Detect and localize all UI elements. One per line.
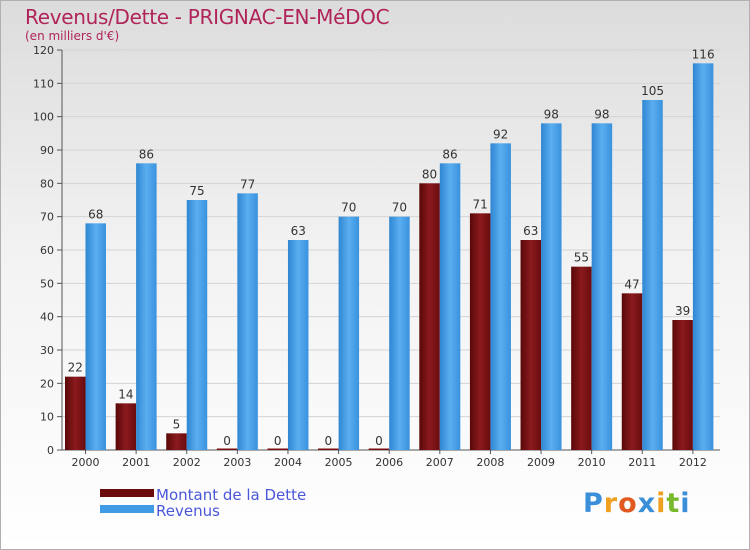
x-tick-label-2009: 2009 bbox=[527, 456, 555, 469]
data-label-revenus-2003: 77 bbox=[240, 177, 255, 191]
bar-dette-2008 bbox=[469, 213, 491, 450]
bar-revenus-2011 bbox=[642, 100, 663, 450]
logo-letter: t bbox=[666, 488, 681, 519]
bar-dette-2009 bbox=[520, 240, 542, 450]
data-label-dette-2004: 0 bbox=[274, 434, 282, 448]
data-label-revenus-2009: 98 bbox=[544, 107, 559, 121]
y-tick-label: 120 bbox=[33, 44, 54, 57]
x-tick-label-2002: 2002 bbox=[173, 456, 201, 469]
logo-letter: i bbox=[680, 488, 691, 519]
bar-revenus-2009 bbox=[541, 123, 562, 450]
legend-swatch-dette bbox=[100, 489, 154, 497]
logo-letter: o bbox=[618, 488, 638, 519]
y-tick-label: 40 bbox=[40, 311, 54, 324]
data-label-revenus-2005: 70 bbox=[341, 201, 356, 215]
bar-dette-2011 bbox=[621, 293, 643, 450]
data-label-revenus-2010: 98 bbox=[594, 107, 609, 121]
chart-subtitle: (en milliers d'€) bbox=[25, 29, 120, 43]
bar-revenus-2000 bbox=[85, 223, 106, 450]
data-label-revenus-2008: 92 bbox=[493, 127, 508, 141]
bar-dette-2007 bbox=[419, 183, 440, 451]
legend-label-dette: Montant de la Dette bbox=[156, 486, 307, 504]
y-tick-label: 20 bbox=[40, 377, 54, 390]
data-label-revenus-2012: 116 bbox=[692, 47, 715, 61]
logo-letter: i bbox=[656, 488, 667, 519]
y-tick-label: 100 bbox=[33, 111, 54, 124]
data-label-revenus-2007: 86 bbox=[442, 147, 457, 161]
bar-dette-zero-2003 bbox=[216, 448, 238, 450]
bar-revenus-2012 bbox=[692, 63, 714, 450]
bar-dette-zero-2004 bbox=[267, 448, 288, 450]
bar-revenus-2001 bbox=[136, 163, 157, 451]
x-tick-label-2006: 2006 bbox=[375, 456, 403, 469]
bar-revenus-2008 bbox=[490, 143, 511, 451]
x-tick-label-2007: 2007 bbox=[426, 456, 454, 469]
data-label-revenus-2011: 105 bbox=[641, 84, 664, 98]
logo-letter: r bbox=[603, 488, 619, 519]
y-tick-label: 50 bbox=[40, 277, 54, 290]
bar-revenus-2010 bbox=[591, 123, 613, 450]
bar-revenus-2004 bbox=[287, 240, 309, 450]
bar-dette-2010 bbox=[571, 266, 592, 450]
y-tick-label: 30 bbox=[40, 344, 54, 357]
y-tick-label: 60 bbox=[40, 244, 54, 257]
data-label-revenus-2006: 70 bbox=[392, 201, 407, 215]
bar-dette-2012 bbox=[672, 320, 693, 450]
data-label-dette-2001: 14 bbox=[118, 387, 133, 401]
x-tick-label-2004: 2004 bbox=[274, 456, 302, 469]
x-tick-label-2000: 2000 bbox=[72, 456, 100, 469]
data-label-revenus-2000: 68 bbox=[88, 207, 103, 221]
y-tick-label: 10 bbox=[40, 411, 54, 424]
bar-dette-2002 bbox=[166, 433, 187, 450]
bar-dette-zero-2005 bbox=[318, 448, 339, 450]
data-label-revenus-2002: 75 bbox=[189, 184, 204, 198]
data-label-dette-2007: 80 bbox=[422, 167, 437, 181]
y-tick-label: 0 bbox=[47, 444, 54, 457]
bar-revenus-2006 bbox=[389, 216, 410, 450]
legend-label-revenus: Revenus bbox=[156, 502, 220, 520]
proxiti-logo: Proxiti bbox=[583, 488, 691, 519]
data-label-dette-2008: 71 bbox=[473, 197, 488, 211]
x-tick-label-2001: 2001 bbox=[122, 456, 150, 469]
data-label-dette-2005: 0 bbox=[325, 434, 333, 448]
logo-letter: x bbox=[637, 488, 657, 519]
y-tick-label: 110 bbox=[33, 77, 54, 90]
x-tick-label-2012: 2012 bbox=[679, 456, 707, 469]
x-tick-label-2008: 2008 bbox=[476, 456, 504, 469]
bar-revenus-2002 bbox=[186, 200, 208, 450]
data-label-dette-2011: 47 bbox=[624, 277, 639, 291]
legend-swatch-revenus bbox=[100, 505, 154, 513]
x-tick-label-2003: 2003 bbox=[223, 456, 251, 469]
bar-revenus-2003 bbox=[237, 193, 258, 451]
bar-dette-zero-2006 bbox=[368, 448, 390, 450]
data-label-dette-2010: 55 bbox=[574, 251, 589, 265]
x-tick-label-2010: 2010 bbox=[578, 456, 606, 469]
data-label-dette-2009: 63 bbox=[523, 224, 538, 238]
y-tick-label: 80 bbox=[40, 177, 54, 190]
data-label-dette-2003: 0 bbox=[223, 434, 231, 448]
logo-letter: P bbox=[583, 488, 604, 519]
x-tick-label-2005: 2005 bbox=[325, 456, 353, 469]
data-label-dette-2012: 39 bbox=[675, 304, 690, 318]
data-label-revenus-2001: 86 bbox=[139, 147, 154, 161]
y-tick-label: 90 bbox=[40, 144, 54, 157]
bar-revenus-2007 bbox=[439, 163, 461, 451]
y-tick-label: 70 bbox=[40, 211, 54, 224]
data-label-dette-2006: 0 bbox=[375, 434, 383, 448]
bar-revenus-2005 bbox=[338, 216, 360, 450]
x-tick-label-2011: 2011 bbox=[628, 456, 656, 469]
bar-dette-2000 bbox=[65, 376, 86, 450]
data-label-dette-2002: 5 bbox=[173, 417, 181, 431]
chart-title: Revenus/Dette - PRIGNAC-EN-MéDOC bbox=[25, 5, 390, 29]
data-label-revenus-2004: 63 bbox=[291, 224, 306, 238]
bar-dette-2001 bbox=[115, 403, 137, 450]
data-label-dette-2000: 22 bbox=[68, 361, 83, 375]
